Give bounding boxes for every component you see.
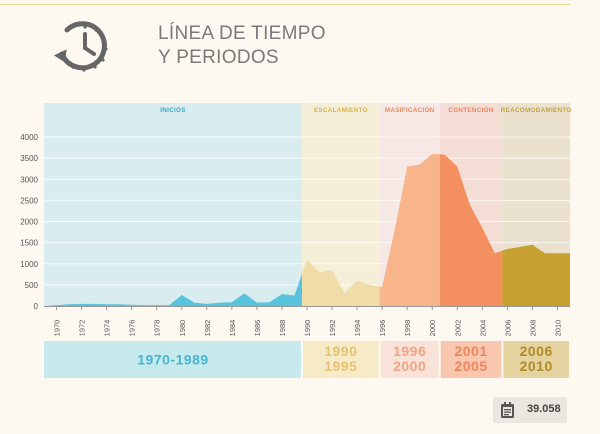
x-tick-label: 2006 <box>503 320 512 337</box>
period-label-3: CONTENCIÓN <box>448 105 493 114</box>
period-box-2 <box>380 341 439 378</box>
x-tick-label: 1970 <box>53 320 62 337</box>
top-divider <box>0 4 570 5</box>
period-year-2-0: 1996 <box>393 343 426 359</box>
y-tick-label: 2000 <box>20 218 38 227</box>
clock-history-icon <box>53 21 108 72</box>
area-segment-4 <box>502 244 570 306</box>
x-tick-label: 2010 <box>553 320 562 337</box>
total-badge: 39.058 <box>493 397 567 423</box>
x-tick-label: 1998 <box>403 320 412 337</box>
period-box-1 <box>302 341 379 378</box>
area-segment-2 <box>379 153 440 306</box>
period-box-3 <box>440 341 502 378</box>
area-segment-0 <box>44 273 302 306</box>
y-tick-label: 3500 <box>20 154 38 163</box>
period-year-1-1: 1995 <box>324 358 357 374</box>
period-box-0 <box>44 341 301 378</box>
x-tick-label: 2002 <box>453 320 462 337</box>
x-tick-label: 2008 <box>528 320 537 337</box>
x-tick-label: 1984 <box>228 320 237 337</box>
x-tick-label: 1990 <box>303 320 312 337</box>
area-segment-1 <box>301 259 380 306</box>
y-tick-label: 2500 <box>20 196 38 205</box>
area-segment-3 <box>439 154 503 306</box>
x-tick-label: 1978 <box>153 320 162 337</box>
period-year-4-1: 2010 <box>520 358 553 374</box>
x-tick-label: 1982 <box>203 320 212 337</box>
timeline-chart: 0 500 1000 1500 2000 2500 3000 3500 4000 INICIOS E… <box>20 103 572 378</box>
title-line-1: LÍNEA DE TIEMPO <box>158 23 326 44</box>
total-count: 39.058 <box>527 403 561 415</box>
x-tick-label: 2000 <box>428 320 437 337</box>
period-label-2: MASIFICACIÓN <box>385 105 435 114</box>
x-tick-label: 1992 <box>328 320 337 337</box>
x-tick-label: 1986 <box>253 320 262 337</box>
x-tick-label: 1988 <box>278 320 287 337</box>
x-tick-label: 1972 <box>78 320 87 337</box>
y-tick-label: 1500 <box>20 239 38 248</box>
title-line-2: Y PERIODOS <box>158 47 279 68</box>
period-year-3-1: 2005 <box>454 358 487 374</box>
period-year-4-0: 2006 <box>520 343 553 359</box>
period-year-1-0: 1990 <box>324 343 357 359</box>
period-year-2-1: 2000 <box>393 358 426 374</box>
period-box-4 <box>503 341 569 378</box>
page-title: LÍNEA DE TIEMPO Y PERIODOS <box>158 22 326 70</box>
x-tick-label: 1980 <box>178 320 187 337</box>
x-tick-label: 1994 <box>353 320 362 337</box>
y-tick-label: 0 <box>34 302 39 311</box>
y-tick-label: 1000 <box>20 260 38 269</box>
y-tick-label: 500 <box>25 281 39 290</box>
calendar-list-icon <box>501 402 514 418</box>
x-tick-label: 1996 <box>378 320 387 337</box>
period-label-0: INICIOS <box>160 107 186 114</box>
period-years-0: 1970-1989 <box>137 352 208 368</box>
period-band-0 <box>44 103 302 307</box>
x-tick-label: 1976 <box>128 320 137 337</box>
period-label-4: REACOMODAMIENTO <box>501 107 572 114</box>
x-tick-label: 1974 <box>103 320 112 337</box>
period-label-1: ESCALAMIENTO <box>314 107 368 114</box>
x-tick-label: 2004 <box>478 320 487 337</box>
y-tick-label: 3000 <box>20 175 38 184</box>
period-year-3-0: 2001 <box>454 343 487 359</box>
y-tick-label: 4000 <box>20 133 38 142</box>
